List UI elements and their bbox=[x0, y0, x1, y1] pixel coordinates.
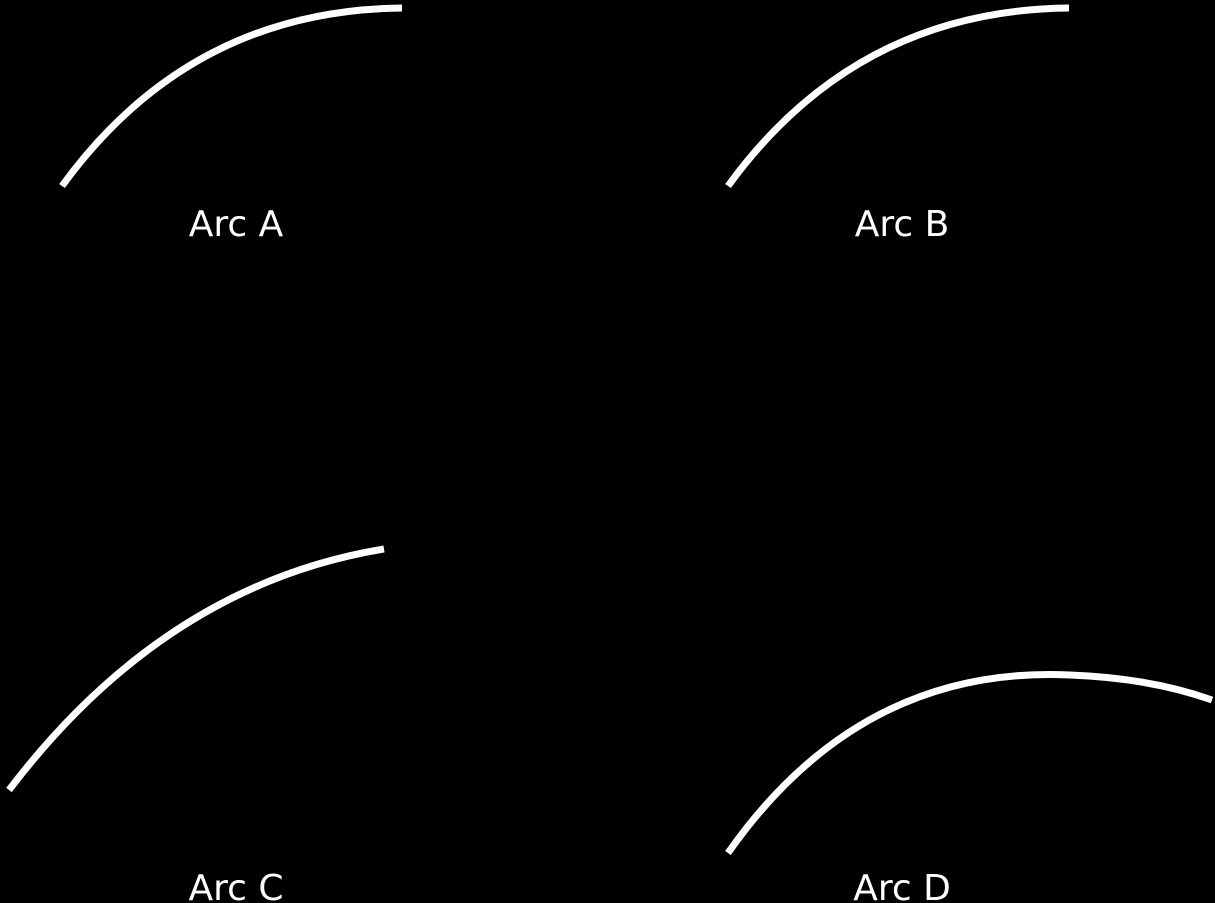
arc-c-group: Arc C bbox=[6, 545, 385, 903]
arc-d-group: Arc D bbox=[725, 670, 1214, 903]
arc-a-label: Arc A bbox=[189, 204, 284, 245]
arc-c-curve bbox=[6, 545, 385, 793]
arc-b-label: Arc B bbox=[855, 204, 950, 245]
arc-a-curve bbox=[59, 4, 403, 189]
arc-a-group: Arc A bbox=[59, 4, 403, 245]
arc-c-label: Arc C bbox=[188, 868, 283, 903]
arc-b-group: Arc B bbox=[725, 4, 1070, 245]
arc-d-curve bbox=[725, 670, 1214, 856]
arc-b-curve bbox=[725, 4, 1070, 189]
arc-d-label: Arc D bbox=[853, 868, 951, 903]
